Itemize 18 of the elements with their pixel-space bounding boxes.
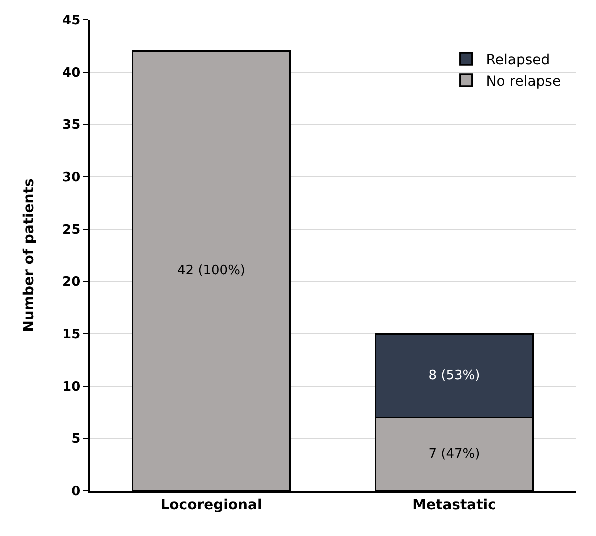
legend-label: No relapse (486, 74, 562, 90)
y-tick-label: 25 (62, 222, 81, 238)
y-tick-label: 5 (72, 432, 81, 448)
x-tick-label: Locoregional (160, 498, 262, 514)
data-label: 8 (53%) (428, 368, 480, 384)
y-axis-title: Number of patients (22, 178, 38, 332)
legend-label: Relapsed (486, 52, 550, 69)
y-tick-label: 30 (62, 170, 81, 186)
y-tick-label: 20 (62, 275, 81, 290)
y-tick-label: 15 (62, 328, 81, 343)
y-tick-label: 0 (72, 484, 81, 500)
y-tick-label: 35 (62, 118, 81, 134)
y-tick-label: 40 (62, 66, 81, 81)
y-tick-label: 45 (62, 14, 81, 29)
data-label: 7 (47%) (428, 446, 480, 462)
x-tick-label: Metastatic (412, 498, 496, 514)
data-label: 42 (100%) (178, 264, 246, 279)
y-tick-label: 10 (62, 380, 81, 395)
